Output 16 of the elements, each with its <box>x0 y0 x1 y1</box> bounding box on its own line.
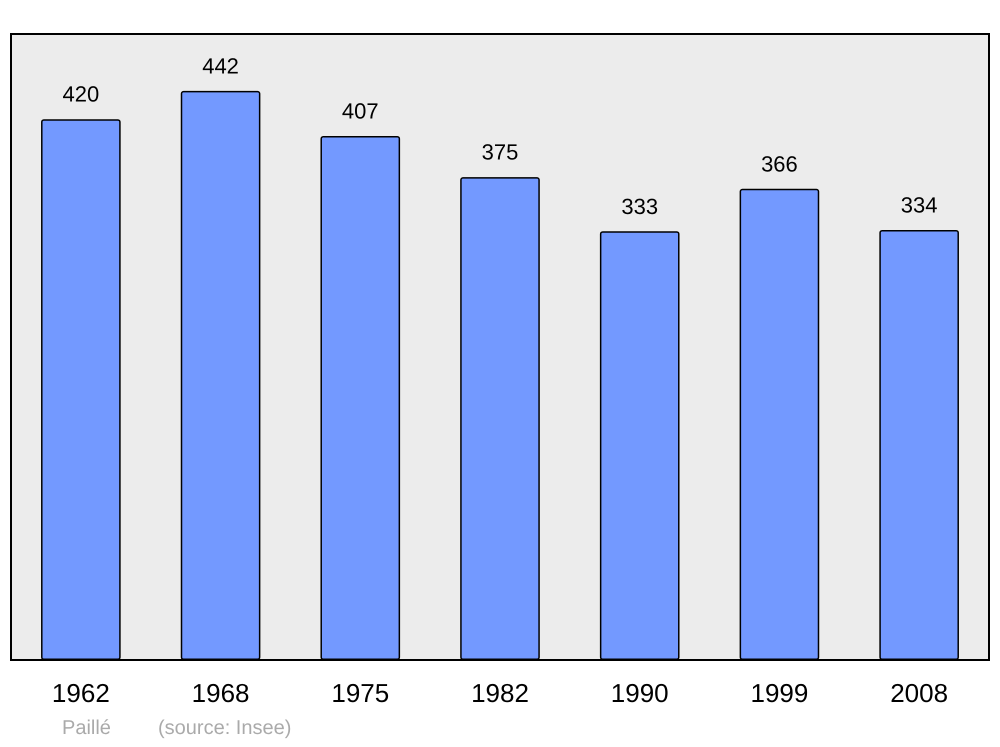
data-label: 442 <box>202 53 239 78</box>
x-tick-label: 1968 <box>192 678 250 708</box>
x-tick-label: 1999 <box>750 678 808 708</box>
x-tick-label: 1962 <box>52 678 110 708</box>
x-tick-label: 1975 <box>331 678 390 708</box>
x-tick-label: 1982 <box>471 678 529 708</box>
data-label: 375 <box>482 140 518 165</box>
x-tick-label: 1990 <box>610 678 669 708</box>
x-tick-label: 2008 <box>890 678 948 708</box>
data-label: 420 <box>62 82 100 107</box>
data-label: 333 <box>621 194 658 219</box>
text: Paillé <box>62 717 111 739</box>
data-label: 334 <box>900 192 938 218</box>
data-label: 366 <box>761 151 798 176</box>
text: (source: Insee) <box>158 717 292 739</box>
data-label: 407 <box>342 98 379 124</box>
